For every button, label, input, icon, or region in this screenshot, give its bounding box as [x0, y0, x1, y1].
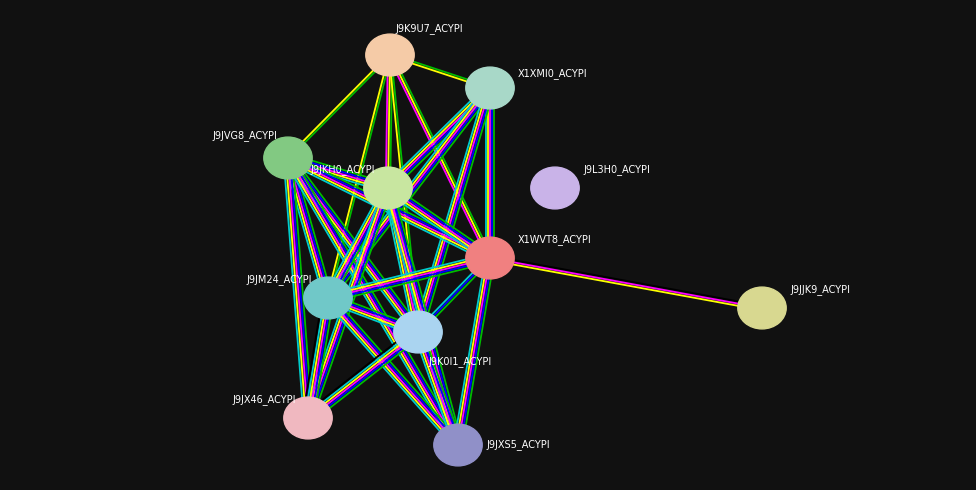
Ellipse shape [284, 397, 332, 439]
Text: J9JM24_ACYPI: J9JM24_ACYPI [246, 274, 311, 286]
Ellipse shape [531, 167, 579, 209]
Text: J9K9U7_ACYPI: J9K9U7_ACYPI [395, 24, 463, 34]
Ellipse shape [393, 311, 442, 353]
Ellipse shape [466, 237, 514, 279]
Text: J9JVG8_ACYPI: J9JVG8_ACYPI [212, 130, 277, 142]
Text: X1XMI0_ACYPI: X1XMI0_ACYPI [518, 69, 588, 79]
Ellipse shape [466, 67, 514, 109]
Text: J9JXS5_ACYPI: J9JXS5_ACYPI [486, 440, 549, 450]
Text: J9JKH0_ACYPI: J9JKH0_ACYPI [310, 165, 375, 175]
Ellipse shape [433, 424, 482, 466]
Ellipse shape [264, 137, 312, 179]
Text: J9K0I1_ACYPI: J9K0I1_ACYPI [428, 357, 491, 368]
Text: J9JJK9_ACYPI: J9JJK9_ACYPI [790, 285, 850, 295]
Ellipse shape [304, 277, 352, 319]
Text: J9JX46_ACYPI: J9JX46_ACYPI [232, 394, 296, 405]
Text: X1WVT8_ACYPI: X1WVT8_ACYPI [518, 235, 591, 245]
Ellipse shape [738, 287, 787, 329]
Ellipse shape [364, 167, 412, 209]
Ellipse shape [366, 34, 414, 76]
Text: J9L3H0_ACYPI: J9L3H0_ACYPI [583, 165, 650, 175]
